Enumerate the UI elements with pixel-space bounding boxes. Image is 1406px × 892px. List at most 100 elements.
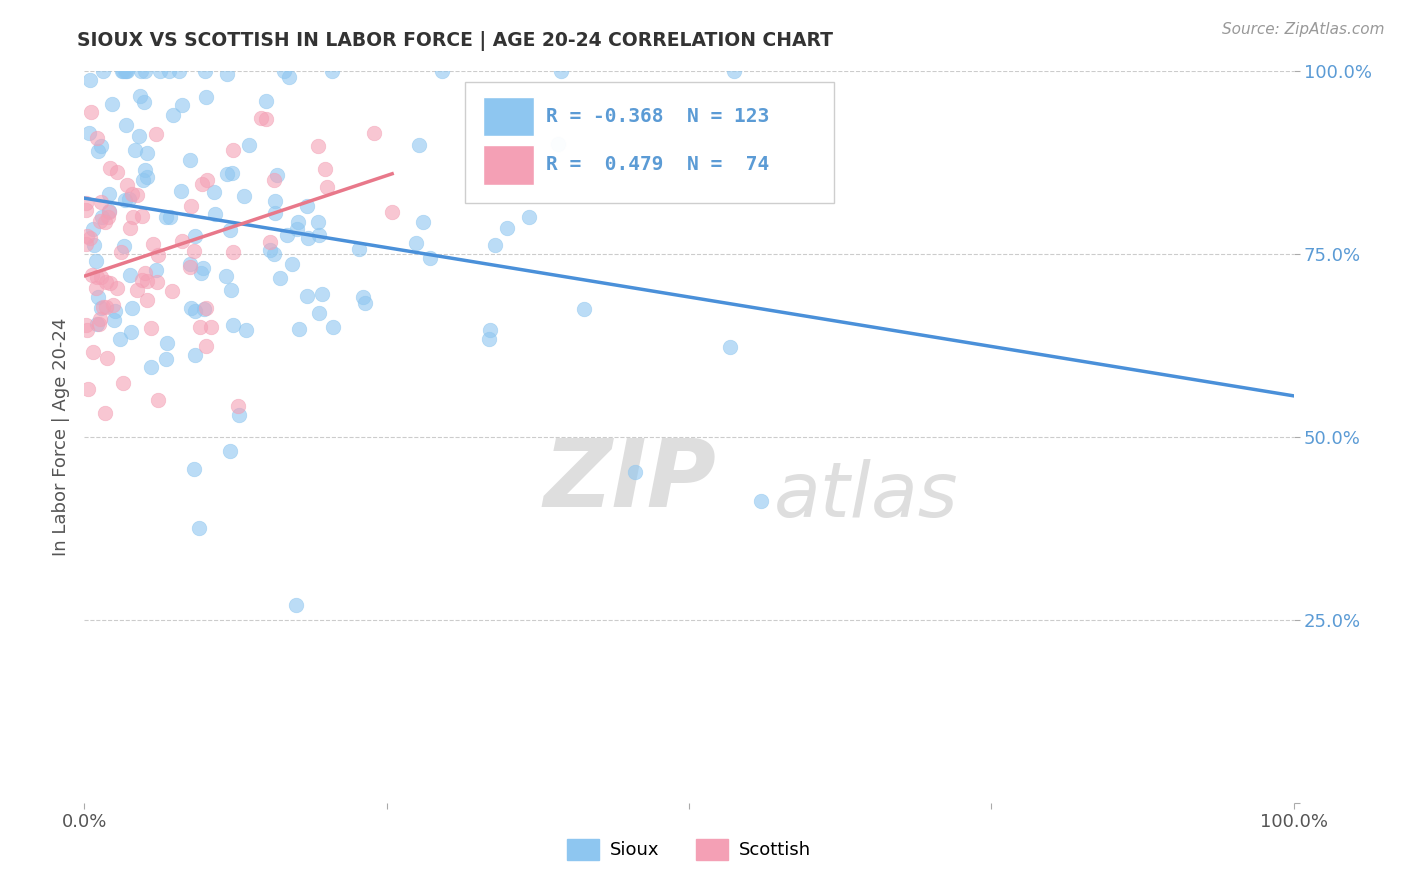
Point — [197, 173, 219, 187]
Point — [277, 70, 299, 84]
Point — [219, 283, 242, 297]
Text: ZIP: ZIP — [544, 435, 717, 527]
Point — [228, 408, 250, 422]
Point — [96, 351, 118, 365]
Point — [115, 64, 138, 78]
Point — [94, 300, 117, 314]
Point — [263, 173, 285, 187]
Point — [129, 64, 152, 78]
Point — [749, 493, 772, 508]
Point — [321, 64, 343, 78]
Point — [160, 284, 183, 298]
Point — [352, 291, 374, 305]
Point — [180, 301, 202, 316]
Y-axis label: In Labor Force | Age 20-24: In Labor Force | Age 20-24 — [52, 318, 70, 557]
Point — [430, 64, 453, 78]
Point — [190, 267, 212, 281]
Point — [405, 235, 427, 250]
Point — [314, 161, 336, 176]
Point — [572, 301, 595, 316]
Point — [354, 296, 377, 310]
Point — [624, 465, 647, 479]
Point — [86, 269, 108, 284]
Point — [76, 323, 98, 337]
Point — [122, 210, 145, 224]
Point — [97, 186, 120, 201]
Point — [145, 263, 167, 277]
Point — [90, 195, 112, 210]
Point — [146, 275, 169, 289]
Legend: Sioux, Scottish: Sioux, Scottish — [560, 831, 818, 867]
Point — [86, 317, 108, 331]
Text: Source: ZipAtlas.com: Source: ZipAtlas.com — [1222, 22, 1385, 37]
Point — [204, 207, 226, 221]
Point — [157, 64, 180, 78]
Point — [82, 222, 104, 236]
Point — [287, 322, 309, 336]
Point — [195, 89, 218, 103]
Point — [118, 192, 141, 206]
Point — [148, 248, 170, 262]
Point — [191, 177, 214, 191]
Point — [139, 360, 162, 375]
Point — [134, 64, 156, 78]
Point — [550, 64, 572, 78]
Point — [125, 283, 148, 297]
Point — [259, 243, 281, 257]
Point — [170, 98, 193, 112]
Point — [134, 266, 156, 280]
Point — [131, 209, 153, 223]
Point — [179, 257, 201, 271]
Point — [80, 268, 103, 282]
Point — [91, 300, 114, 314]
FancyBboxPatch shape — [484, 145, 534, 185]
Point — [496, 220, 519, 235]
Point — [273, 64, 295, 78]
Point — [121, 186, 143, 201]
Point — [101, 96, 124, 111]
Point — [408, 138, 430, 153]
Point — [129, 89, 152, 103]
Point — [180, 199, 202, 213]
Point — [75, 318, 97, 332]
Point — [183, 228, 205, 243]
Point — [112, 238, 135, 252]
Point — [103, 313, 125, 327]
Point — [287, 215, 309, 229]
Point — [124, 143, 146, 157]
Point — [89, 317, 111, 331]
Point — [115, 118, 138, 132]
Point — [110, 245, 132, 260]
Point — [221, 245, 243, 260]
Point — [139, 320, 162, 334]
Point — [218, 443, 240, 458]
Point — [87, 290, 110, 304]
Point — [136, 170, 159, 185]
Point — [381, 205, 404, 219]
Point — [80, 105, 103, 120]
Point — [214, 268, 236, 283]
Point — [114, 193, 136, 207]
Point — [90, 270, 112, 285]
Point — [547, 137, 569, 152]
Point — [142, 237, 165, 252]
Point — [156, 335, 179, 350]
Point — [155, 352, 177, 367]
Point — [478, 333, 501, 347]
Text: atlas: atlas — [773, 458, 957, 533]
Point — [195, 339, 218, 353]
Point — [77, 382, 100, 396]
Point — [101, 297, 124, 311]
Point — [188, 521, 211, 535]
Point — [311, 287, 333, 301]
Point — [97, 204, 120, 219]
Point — [188, 319, 211, 334]
Point — [363, 126, 385, 140]
Point — [84, 281, 107, 295]
Point — [308, 227, 330, 242]
Point — [146, 393, 169, 408]
Point — [297, 199, 319, 213]
Text: SIOUX VS SCOTTISH IN LABOR FORCE | AGE 20-24 CORRELATION CHART: SIOUX VS SCOTTISH IN LABOR FORCE | AGE 2… — [77, 31, 834, 51]
Point — [281, 257, 304, 271]
Point — [94, 215, 117, 229]
